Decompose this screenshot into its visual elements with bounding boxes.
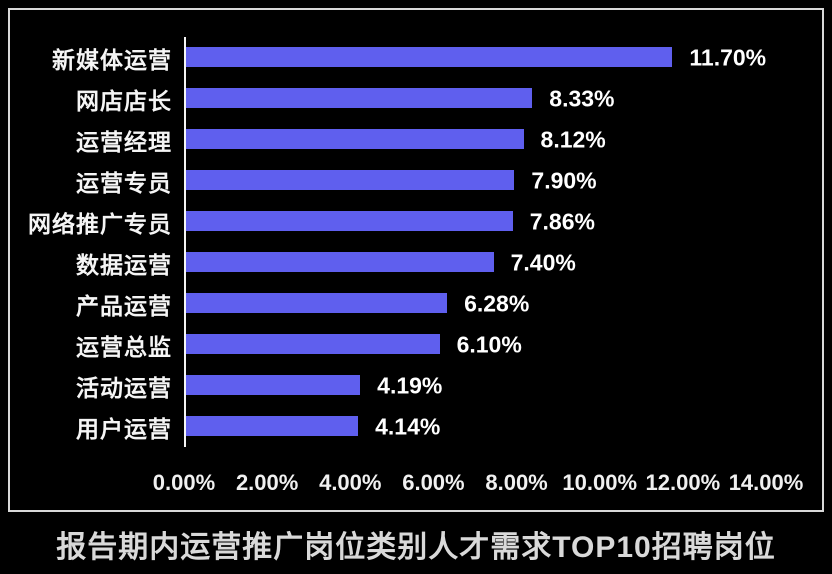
bar-track: 8.33% [186,78,768,119]
bar-track: 4.19% [186,365,768,406]
value-label: 4.19% [377,372,443,398]
bar-track: 7.40% [186,242,768,283]
x-axis-tick-label: 4.00% [319,470,382,495]
category-label: 运营总监 [76,333,172,360]
value-label: 6.10% [456,331,522,357]
bar-row: 网店店长 8.33% [10,78,822,119]
category-label: 新媒体运营 [52,46,172,73]
x-axis-tick-row: 0.00% 2.00% 4.00% 6.00% 8.00% 10.00% 12.00% 14.… [153,470,804,500]
x-axis-tick-label: 0.00% [152,470,216,495]
bar-row: 数据运营 7.40% [10,242,822,283]
bar-row: 网络推广专员 7.86% [10,201,822,242]
bar-track: 11.70% [186,37,768,78]
value-label: 11.70% [689,44,767,70]
value-label: 6.28% [464,290,530,316]
bar [186,47,673,67]
category-label: 运营经理 [76,128,172,155]
bar-row: 用户运营 4.14% [10,406,822,447]
category-label: 数据运营 [76,251,172,278]
x-axis-tick-label: 2.00% [235,470,299,495]
x-axis-tick-label: 10.00% [562,470,638,495]
bar-row: 运营总监 6.10% [10,324,822,365]
bar [186,129,524,149]
category-label: 活动运营 [76,374,172,401]
bar-track: 7.86% [186,201,768,242]
value-label: 7.90% [531,167,597,193]
x-axis-tick-label: 14.00% [728,470,804,495]
bar-track: 4.14% [186,406,768,447]
value-label: 8.33% [549,85,615,111]
bar [186,334,440,354]
bar-row: 新媒体运营 11.70% [10,37,822,78]
value-label: 7.86% [529,208,595,234]
x-axis-tick-label: 12.00% [645,470,721,495]
bar [186,293,448,313]
bar-track: 6.28% [186,283,768,324]
category-label: 用户运营 [76,415,172,442]
bar [186,211,513,231]
value-label: 8.12% [540,126,606,152]
chart-title: 报告期内运营推广岗位类别人才需求TOP10招聘岗位 [56,531,776,564]
bar-row: 运营经理 8.12% [10,119,822,160]
bar-row: 产品运营 6.28% [10,283,822,324]
bar [186,416,359,436]
category-label: 网店店长 [76,87,172,114]
bar-track: 7.90% [186,160,768,201]
x-axis-tick-label: 6.00% [402,470,465,495]
bar-row: 运营专员 7.90% [10,160,822,201]
bar [186,88,533,108]
bar [186,375,361,395]
value-label: 4.14% [375,413,441,439]
category-label: 产品运营 [76,292,172,319]
category-axis-line [184,37,186,447]
bar-track: 6.10% [186,324,768,365]
bar-track: 8.12% [186,119,768,160]
category-label: 网络推广专员 [28,210,172,237]
bar-row: 活动运营 4.19% [10,365,822,406]
x-axis-tick-label: 8.00% [485,470,548,495]
plot-frame: 新媒体运营 11.70% 网店店长 8.33% 运营经理 8.12% 运营专员 7.90% 网络… [8,8,824,512]
category-label: 运营专员 [76,169,172,196]
bars-region: 新媒体运营 11.70% 网店店长 8.33% 运营经理 8.12% 运营专员 7.90% 网络… [10,37,822,447]
bar [186,170,515,190]
value-label: 7.40% [510,249,576,275]
bar [186,252,494,272]
